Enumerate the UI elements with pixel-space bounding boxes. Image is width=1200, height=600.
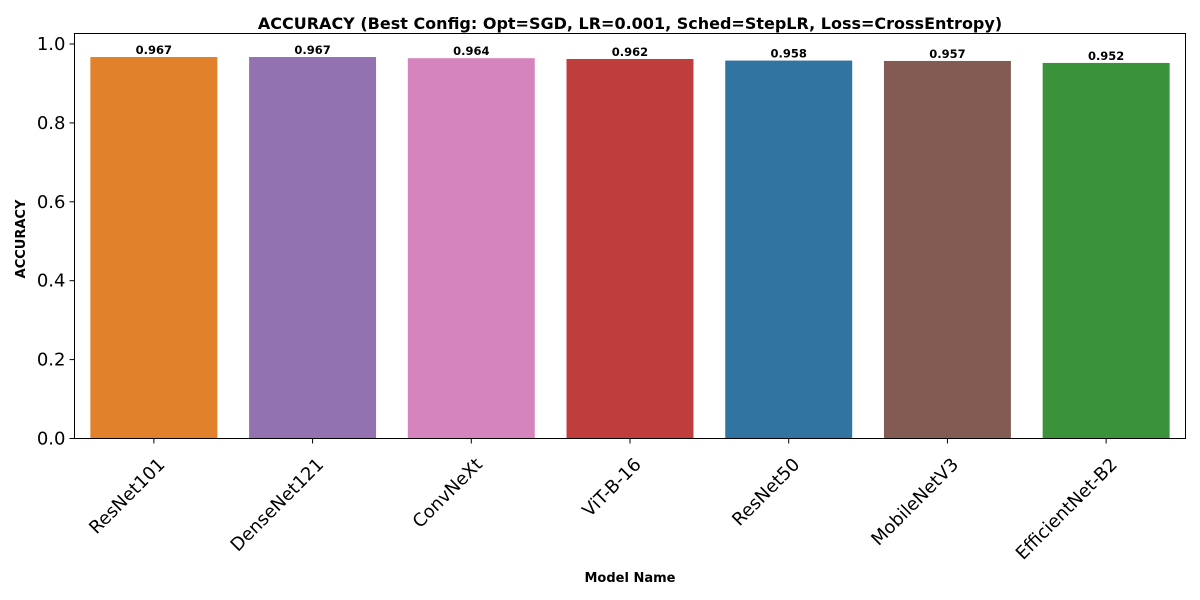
x-tick-label: ResNet101 [85,454,169,538]
bar-efficientnet-b2 [1042,62,1170,439]
chart-title: ACCURACY (Best Config: Opt=SGD, LR=0.001… [258,14,1002,33]
y-tick-label: 0.0 [37,429,66,450]
x-tick-label: ResNet50 [728,454,804,530]
x-axis-label: Model Name [585,571,676,586]
x-tick-label: DenseNet121 [227,454,329,556]
x-tick-label: ConvNeXt [409,454,487,532]
data-label: 0.967 [294,43,330,57]
y-tick-label: 0.4 [37,271,66,292]
x-tick-label: MobileNetV3 [867,454,963,550]
y-tick-label: 0.8 [37,113,66,134]
bar-vit-b-16 [566,58,694,439]
y-axis-label: ACCURACY [14,199,29,278]
bar-convnext [407,58,535,439]
y-tick-label: 0.6 [37,192,66,213]
y-tick-label: 0.2 [37,350,66,371]
data-label: 0.958 [771,47,807,61]
bar-resnet101 [90,57,218,439]
bar-densenet121 [249,57,377,439]
bars-layer [90,57,1170,439]
y-axis: 0.0 0.2 0.4 0.6 0.8 1.0 [37,34,75,450]
x-axis: ResNet101 DenseNet121 ConvNeXt ViT-B-16 ResN… [85,438,1122,564]
bar-mobilenetv3 [883,60,1011,439]
x-tick-label: ViT-B-16 [578,454,645,521]
data-label: 0.957 [929,47,965,61]
data-label: 0.967 [136,43,172,57]
y-tick-label: 1.0 [37,34,66,55]
bar-resnet50 [725,60,853,439]
data-label: 0.964 [453,44,489,58]
data-labels-layer: 0.967 0.967 0.964 0.962 0.958 0.957 0.952 [136,43,1125,63]
data-label: 0.952 [1088,49,1124,63]
x-tick-label: EfficientNet-B2 [1012,454,1122,564]
data-label: 0.962 [612,45,648,59]
